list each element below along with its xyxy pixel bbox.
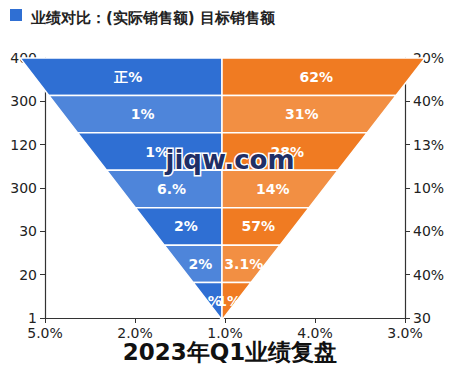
svg-text:20: 20	[19, 267, 37, 283]
svg-text:2023年Q1业绩复盘: 2023年Q1业绩复盘	[123, 339, 338, 365]
svg-text:2%: 2%	[188, 256, 212, 272]
svg-text:6.%: 6.%	[157, 181, 186, 197]
svg-text:300: 300	[10, 180, 37, 196]
svg-text:14%: 14%	[256, 181, 290, 197]
svg-text:31%: 31%	[285, 106, 319, 122]
svg-text:3.0%: 3.0%	[387, 325, 423, 341]
svg-text:13%: 13%	[413, 137, 444, 153]
svg-text:2.0%: 2.0%	[117, 325, 153, 341]
svg-text:1%: 1%	[217, 293, 241, 309]
svg-text:30: 30	[413, 310, 431, 326]
svg-text:40%: 40%	[413, 223, 444, 239]
svg-text:62%: 62%	[299, 69, 333, 85]
svg-text:10%: 10%	[413, 180, 444, 196]
svg-text:40%: 40%	[413, 267, 444, 283]
svg-text:30: 30	[19, 223, 37, 239]
svg-text:300: 300	[10, 93, 37, 109]
svg-text:120: 120	[10, 137, 37, 153]
svg-text:1%: 1%	[145, 143, 169, 160]
svg-text:1.0%: 1.0%	[207, 325, 243, 341]
svg-text:1%: 1%	[131, 106, 155, 122]
svg-text:20%: 20%	[413, 50, 445, 66]
svg-text:业绩对比：(实际销售额) 目标销售额: 业绩对比：(实际销售额) 目标销售额	[30, 9, 276, 27]
svg-text:jiqw.com: jiqw.com	[164, 145, 294, 175]
svg-text:57%: 57%	[241, 218, 275, 234]
svg-text:正%: 正%	[113, 69, 142, 85]
svg-text:2%: 2%	[174, 218, 198, 234]
svg-text:5.0%: 5.0%	[27, 325, 63, 341]
svg-text:1: 1	[28, 310, 37, 326]
svg-text:40%: 40%	[413, 93, 444, 109]
svg-text:4.0%: 4.0%	[297, 325, 333, 341]
svg-text:3.1%: 3.1%	[224, 256, 263, 272]
